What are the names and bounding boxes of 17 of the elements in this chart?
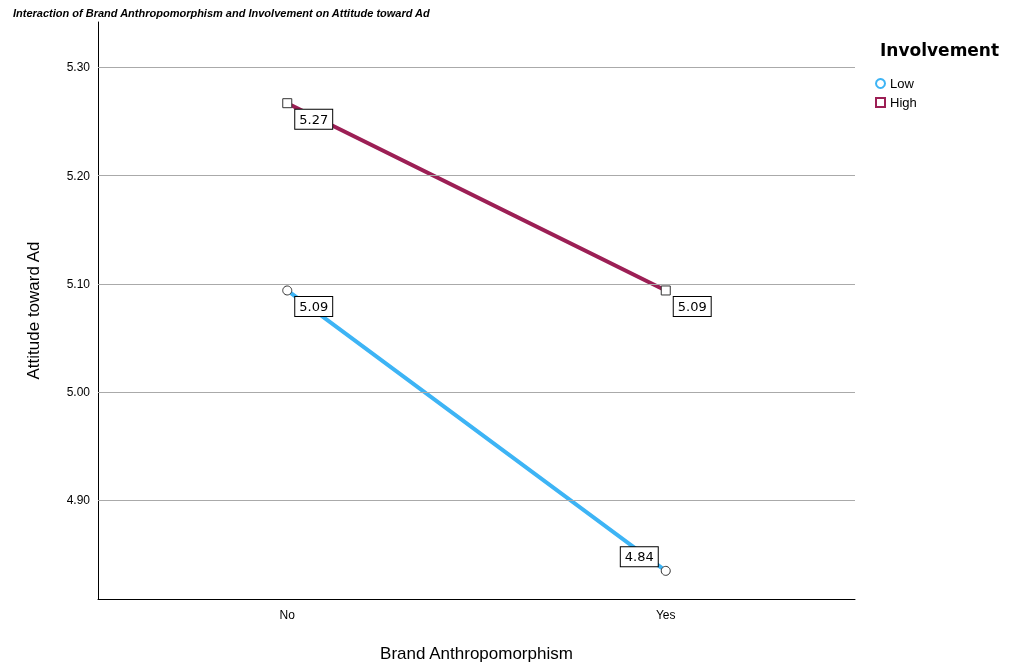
data-label: 5.27 (299, 111, 329, 127)
y-tick-label: 5.20 (66, 168, 91, 183)
x-axis-title: Brand Anthropomorphism (380, 644, 573, 663)
y-tick-label: 5.30 (66, 60, 91, 75)
y-tick-label: 5.00 (66, 385, 91, 400)
data-label: 5.09 (299, 298, 329, 314)
y-axis-title: Attitude toward Ad (24, 241, 43, 380)
y-tick-label: 4.90 (66, 493, 91, 508)
data-label: 4.84 (624, 549, 654, 565)
x-tick-label: No (279, 608, 296, 622)
legend-label: Low (890, 76, 915, 91)
legend-title: Involvement (880, 40, 1000, 60)
chart-title: Interaction of Brand Anthropomorphism and Involvement on Attitude toward Ad (13, 6, 431, 19)
y-tick-label: 5.10 (66, 276, 91, 291)
legend-label: High (890, 95, 917, 110)
x-tick-label: Yes (655, 608, 676, 622)
data-label: 5.09 (677, 298, 707, 314)
